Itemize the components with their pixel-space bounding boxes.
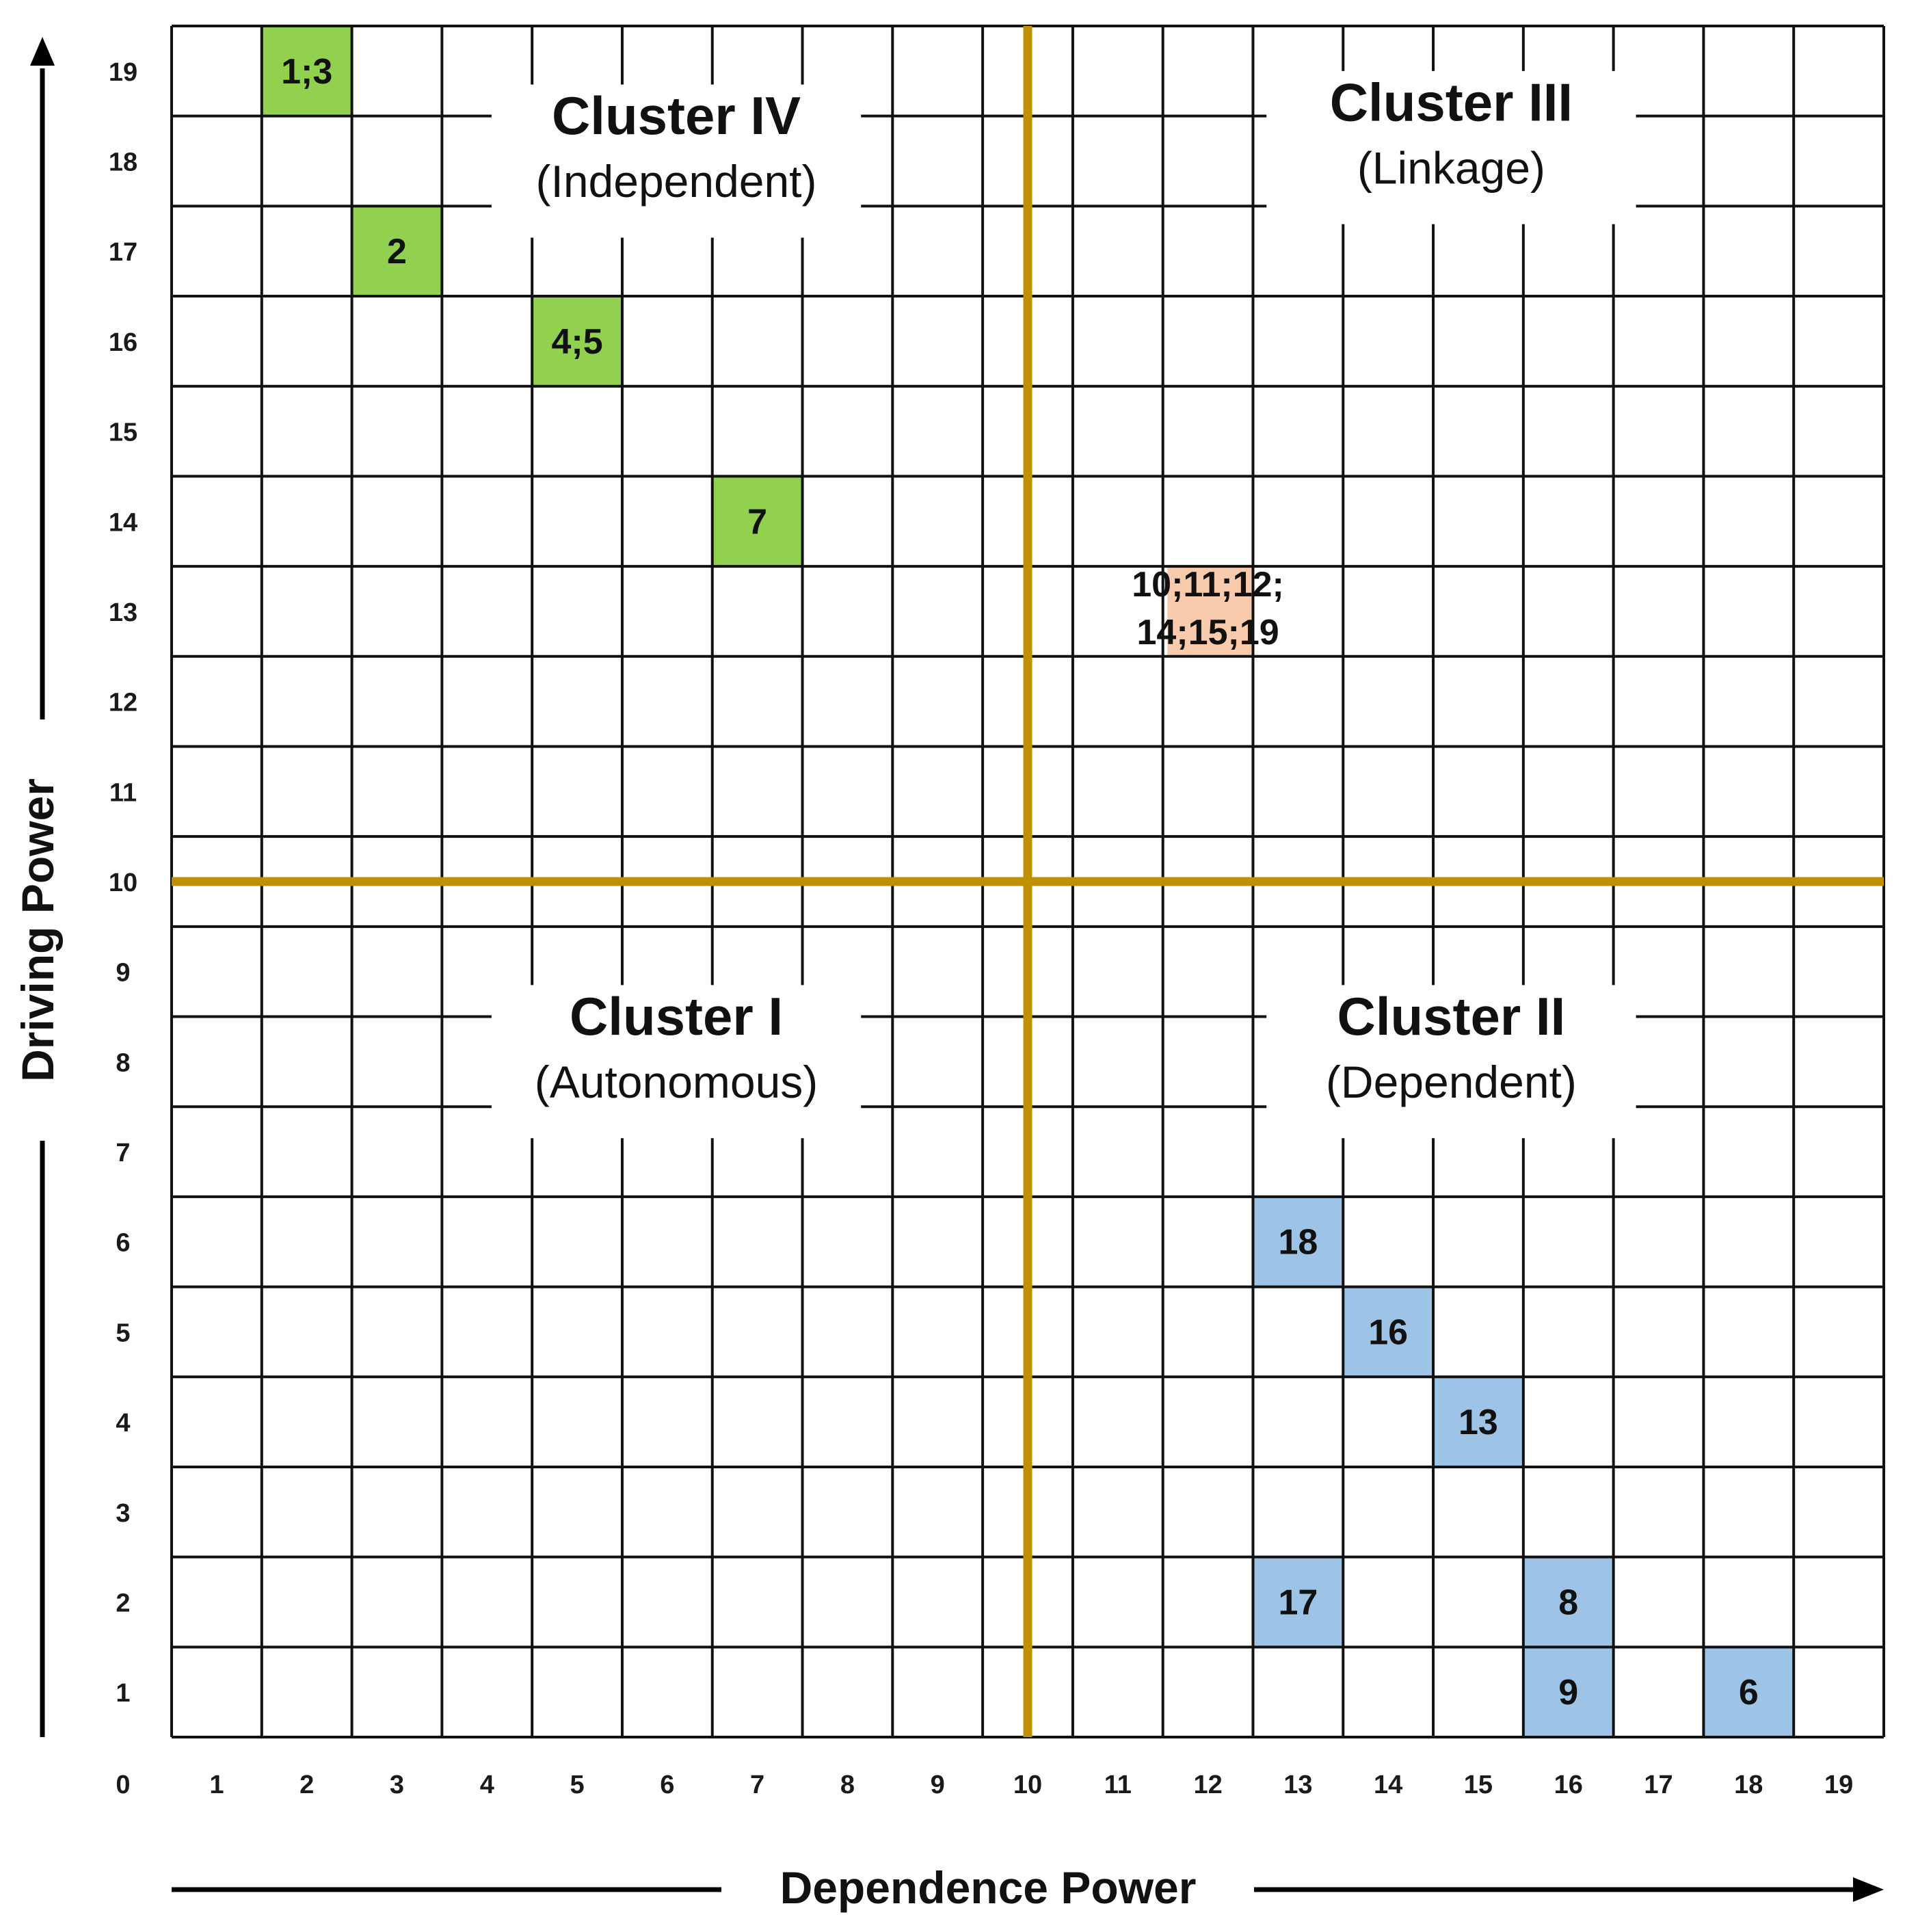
point-label-2: 4;5	[551, 322, 602, 362]
cluster-subtitle-2: (Autonomous)	[535, 1057, 818, 1107]
point-label-line-4-1: 14;15;19	[1137, 613, 1279, 652]
cell-dependent-6	[1343, 1286, 1434, 1377]
point-label-9: 8	[1558, 1583, 1578, 1622]
cell-linkage-4	[1167, 566, 1253, 657]
point-label-11: 6	[1739, 1673, 1759, 1712]
y-tick-3: 3	[116, 1499, 130, 1528]
y-tick-1: 1	[116, 1679, 130, 1708]
x-tick-13: 13	[1283, 1771, 1312, 1799]
cluster-subtitle-3: (Dependent)	[1326, 1057, 1577, 1107]
x-tick-8: 8	[840, 1771, 855, 1799]
x-tick-14: 14	[1374, 1771, 1402, 1799]
point-label-7: 13	[1458, 1403, 1498, 1442]
y-tick-13: 13	[109, 598, 137, 627]
point-label-8: 17	[1278, 1583, 1318, 1622]
cell-dependent-8	[1253, 1557, 1344, 1648]
y-tick-17: 17	[109, 238, 137, 267]
x-tick-4: 4	[480, 1771, 494, 1799]
cell-independent-3	[712, 476, 803, 567]
x-axis-ticks: 0 1 2 3 4 5 6 7 8 9 10 11 12 13 14 15 16 17 18 19	[116, 1771, 1853, 1799]
cell-independent-0	[261, 26, 352, 116]
cell-dependent-10	[1523, 1647, 1614, 1737]
point-label-5: 18	[1278, 1223, 1318, 1262]
x-tick-17: 17	[1644, 1771, 1673, 1799]
x-tick-3: 3	[390, 1771, 404, 1799]
cluster-subtitle-0: (Independent)	[536, 156, 817, 207]
y-arrow-head	[30, 37, 55, 66]
y-tick-14: 14	[109, 508, 137, 537]
point-label-3: 7	[747, 502, 767, 542]
y-tick-8: 8	[116, 1048, 130, 1077]
x-tick-11: 11	[1104, 1771, 1132, 1799]
x-tick-10: 10	[1013, 1771, 1042, 1799]
x-tick-6: 6	[660, 1771, 674, 1799]
y-tick-5: 5	[116, 1319, 130, 1347]
point-label-line-4-0: 10;11;12;	[1132, 565, 1284, 605]
cell-dependent-5	[1253, 1196, 1344, 1287]
axis-arrows	[30, 37, 1884, 1902]
y-axis-title: Driving Power	[12, 778, 63, 1082]
x-arrow-head	[1853, 1877, 1884, 1902]
x-tick-16: 16	[1554, 1771, 1583, 1799]
point-labels: 1;3 2 4;5 7 10;11;12; 14;15;19 18 16 13 17 8 9 6	[281, 52, 1759, 1712]
y-tick-9: 9	[116, 959, 130, 988]
x-tick-18: 18	[1734, 1771, 1763, 1799]
point-label-6: 16	[1368, 1312, 1408, 1352]
x-tick-0: 0	[116, 1771, 130, 1799]
x-tick-12: 12	[1193, 1771, 1222, 1799]
quadrant-dividers	[172, 26, 1884, 1737]
highlighted-cells	[261, 26, 1794, 1737]
y-tick-18: 18	[109, 148, 137, 177]
y-tick-10: 10	[109, 869, 137, 897]
cluster-name-3: Cluster II	[1337, 986, 1566, 1046]
y-tick-19: 19	[109, 58, 137, 87]
x-tick-2: 2	[299, 1771, 314, 1799]
y-tick-16: 16	[109, 328, 137, 357]
y-tick-12: 12	[109, 689, 137, 717]
cell-dependent-7	[1433, 1377, 1523, 1467]
x-tick-15: 15	[1464, 1771, 1493, 1799]
y-tick-4: 4	[116, 1409, 130, 1438]
x-tick-7: 7	[750, 1771, 764, 1799]
cell-independent-1	[351, 206, 442, 297]
cell-dependent-11	[1703, 1647, 1794, 1737]
x-tick-1: 1	[209, 1771, 224, 1799]
x-tick-5: 5	[570, 1771, 584, 1799]
cluster-name-2: Cluster I	[570, 986, 783, 1046]
point-label-0: 1;3	[281, 52, 332, 92]
point-label-4: 10;11;12; 14;15;19	[1132, 565, 1284, 652]
x-axis-title: Dependence Power	[780, 1862, 1197, 1913]
y-tick-15: 15	[109, 419, 137, 447]
point-label-10: 9	[1558, 1673, 1578, 1712]
x-tick-19: 19	[1824, 1771, 1853, 1799]
cluster-labels: Cluster IV (Independent) Cluster III (Linka…	[535, 72, 1577, 1107]
point-label-1: 2	[387, 232, 407, 272]
y-tick-2: 2	[116, 1589, 130, 1617]
cluster-name-1: Cluster III	[1330, 72, 1573, 132]
cluster-subtitle-1: (Linkage)	[1357, 142, 1545, 193]
y-tick-6: 6	[116, 1229, 130, 1258]
y-tick-7: 7	[116, 1139, 130, 1167]
y-tick-11: 11	[109, 778, 137, 807]
cell-dependent-9	[1523, 1557, 1614, 1648]
x-tick-9: 9	[931, 1771, 945, 1799]
cell-independent-2	[532, 296, 622, 386]
axis-titles: Dependence Power Driving Power	[12, 778, 1196, 1913]
cluster-name-0: Cluster IV	[552, 85, 801, 146]
